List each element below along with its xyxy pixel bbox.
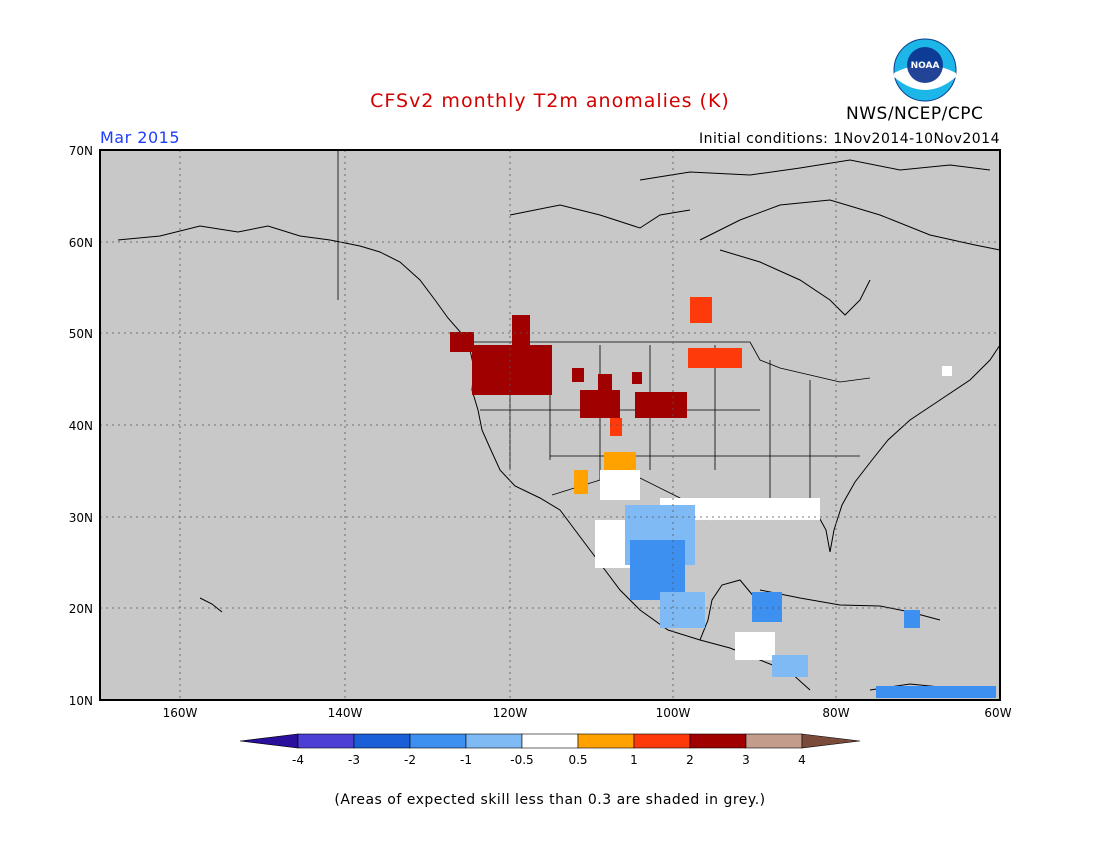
colorbar-arrow-left xyxy=(239,733,299,749)
longitude-labels: 160W 140W 120W 100W 80W 60W xyxy=(163,706,1012,720)
colorbar-label: -4 xyxy=(292,753,304,767)
graticule xyxy=(100,150,1000,700)
colorbar-label: 3 xyxy=(742,753,750,767)
lon-label: 60W xyxy=(984,706,1011,720)
lat-label: 50N xyxy=(69,327,93,341)
lon-label: 140W xyxy=(328,706,363,720)
noaa-logo-text: NOAA xyxy=(911,61,940,71)
colorbar-label: 4 xyxy=(798,753,806,767)
colorbar-swatch xyxy=(745,733,803,749)
anomaly-cell-neutral-gulf xyxy=(660,498,820,520)
lon-label: 160W xyxy=(163,706,198,720)
colorbar-swatch xyxy=(409,733,467,749)
colorbar-label: 2 xyxy=(686,753,694,767)
lon-label: 100W xyxy=(656,706,691,720)
skill-footnote: (Areas of expected skill less than 0.3 a… xyxy=(334,792,766,808)
lon-label: 80W xyxy=(822,706,849,720)
latitude-labels: 70N 60N 50N 40N 30N 20N 10N xyxy=(69,144,93,708)
anomaly-cell-neutral-ca xyxy=(735,632,775,660)
anomaly-cell-cooler-carib xyxy=(904,610,920,628)
colorbar-arrow-right xyxy=(801,733,861,749)
colorbar-label: -2 xyxy=(404,753,416,767)
anomaly-cell-cool-mx-s xyxy=(660,592,705,628)
anomaly-cell-hot-co xyxy=(610,418,622,436)
colorbar-label: -0.5 xyxy=(510,753,533,767)
chart-title: CFSv2 monthly T2m anomalies (K) xyxy=(370,90,730,112)
colorbar-swatch xyxy=(689,733,747,749)
colorbar-swatch xyxy=(353,733,411,749)
lat-label: 40N xyxy=(69,419,93,433)
anomaly-cell-neutral-ne xyxy=(942,366,952,376)
lat-label: 10N xyxy=(69,694,93,708)
anomaly-cell-warm-nw-top xyxy=(512,315,530,345)
anomaly-cell-warm-nw-west xyxy=(450,332,474,352)
colorbar-label: -3 xyxy=(348,753,360,767)
lon-label: 120W xyxy=(493,706,528,720)
colorbar-swatch xyxy=(521,733,579,749)
anomaly-cell-hot-lakes xyxy=(688,348,742,368)
anomaly-cell-neutral-south xyxy=(600,470,640,500)
anomaly-cell-mild-nm xyxy=(604,452,636,470)
map-frame xyxy=(99,149,1001,701)
lat-label: 30N xyxy=(69,511,93,525)
anomaly-cell-warm-mt-c xyxy=(632,372,642,384)
colorbar-labels: -4 -3 -2 -1 -0.5 0.5 1 2 3 4 xyxy=(292,753,806,767)
colorbar-swatch xyxy=(577,733,635,749)
agency-label: NWS/NCEP/CPC xyxy=(846,104,984,124)
colorbar-label: -1 xyxy=(460,753,472,767)
lat-label: 60N xyxy=(69,236,93,250)
colorbar-swatch xyxy=(465,733,523,749)
colorbar-label: 0.5 xyxy=(568,753,587,767)
lat-label: 20N xyxy=(69,602,93,616)
colorbar-swatch xyxy=(633,733,691,749)
anomaly-cell-warm-mt xyxy=(572,368,584,382)
anomaly-map: 70N 60N 50N 40N 30N 20N 10N 160W 140W 12… xyxy=(69,144,1012,720)
anomaly-cell-mild-az xyxy=(574,470,588,494)
colorbar-swatches xyxy=(239,733,861,749)
colorbar-swatch xyxy=(297,733,355,749)
anomaly-cell-warm-nw xyxy=(472,345,552,395)
anomaly-cell-cooler-yuc xyxy=(752,592,782,622)
anomaly-cells xyxy=(450,297,996,698)
anomaly-cell-cooler-mx xyxy=(630,540,685,600)
colorbar-label: 1 xyxy=(630,753,638,767)
lat-label: 70N xyxy=(69,144,93,158)
initial-conditions-label: Initial conditions: 1Nov2014-10Nov2014 xyxy=(698,131,1000,147)
anomaly-cell-hot-hudson xyxy=(690,297,712,323)
valid-month-label: Mar 2015 xyxy=(100,128,180,147)
anomaly-cell-warm-plains-b xyxy=(635,392,687,418)
anomaly-cell-cool-ca xyxy=(772,655,808,677)
anomaly-cell-cooler-sa xyxy=(876,686,996,698)
anomaly-cell-warm-mt-b xyxy=(598,374,612,396)
colorbar: -4 -3 -2 -1 -0.5 0.5 1 2 3 4 xyxy=(239,733,861,767)
noaa-logo: NOAA xyxy=(893,38,957,102)
